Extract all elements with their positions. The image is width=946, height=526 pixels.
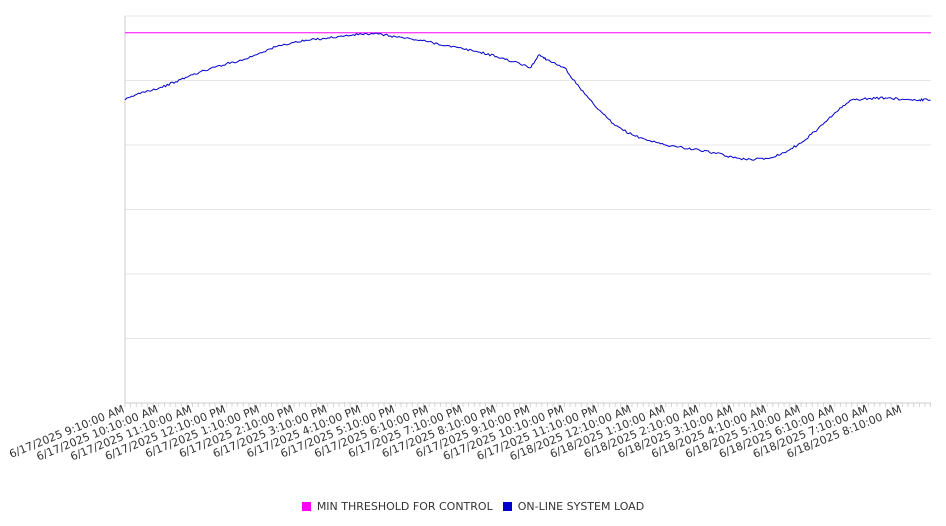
legend-swatch-load bbox=[502, 501, 512, 511]
legend-label-threshold: MIN THRESHOLD FOR CONTROL bbox=[316, 499, 493, 513]
line-chart: 6/17/2025 9:10:00 AM6/17/2025 10:10:00 A… bbox=[7, 15, 931, 463]
legend-swatch-threshold bbox=[301, 501, 311, 511]
legend-item-threshold[interactable]: MIN THRESHOLD FOR CONTROL bbox=[301, 499, 493, 513]
x-axis-minor-ticks bbox=[124, 403, 931, 407]
legend: MIN THRESHOLD FOR CONTROL ON-LINE SYSTEM… bbox=[0, 499, 946, 513]
series-line-load[interactable] bbox=[124, 32, 931, 161]
legend-label-load: ON-LINE SYSTEM LOAD bbox=[517, 499, 645, 513]
legend-item-load[interactable]: ON-LINE SYSTEM LOAD bbox=[502, 499, 645, 513]
